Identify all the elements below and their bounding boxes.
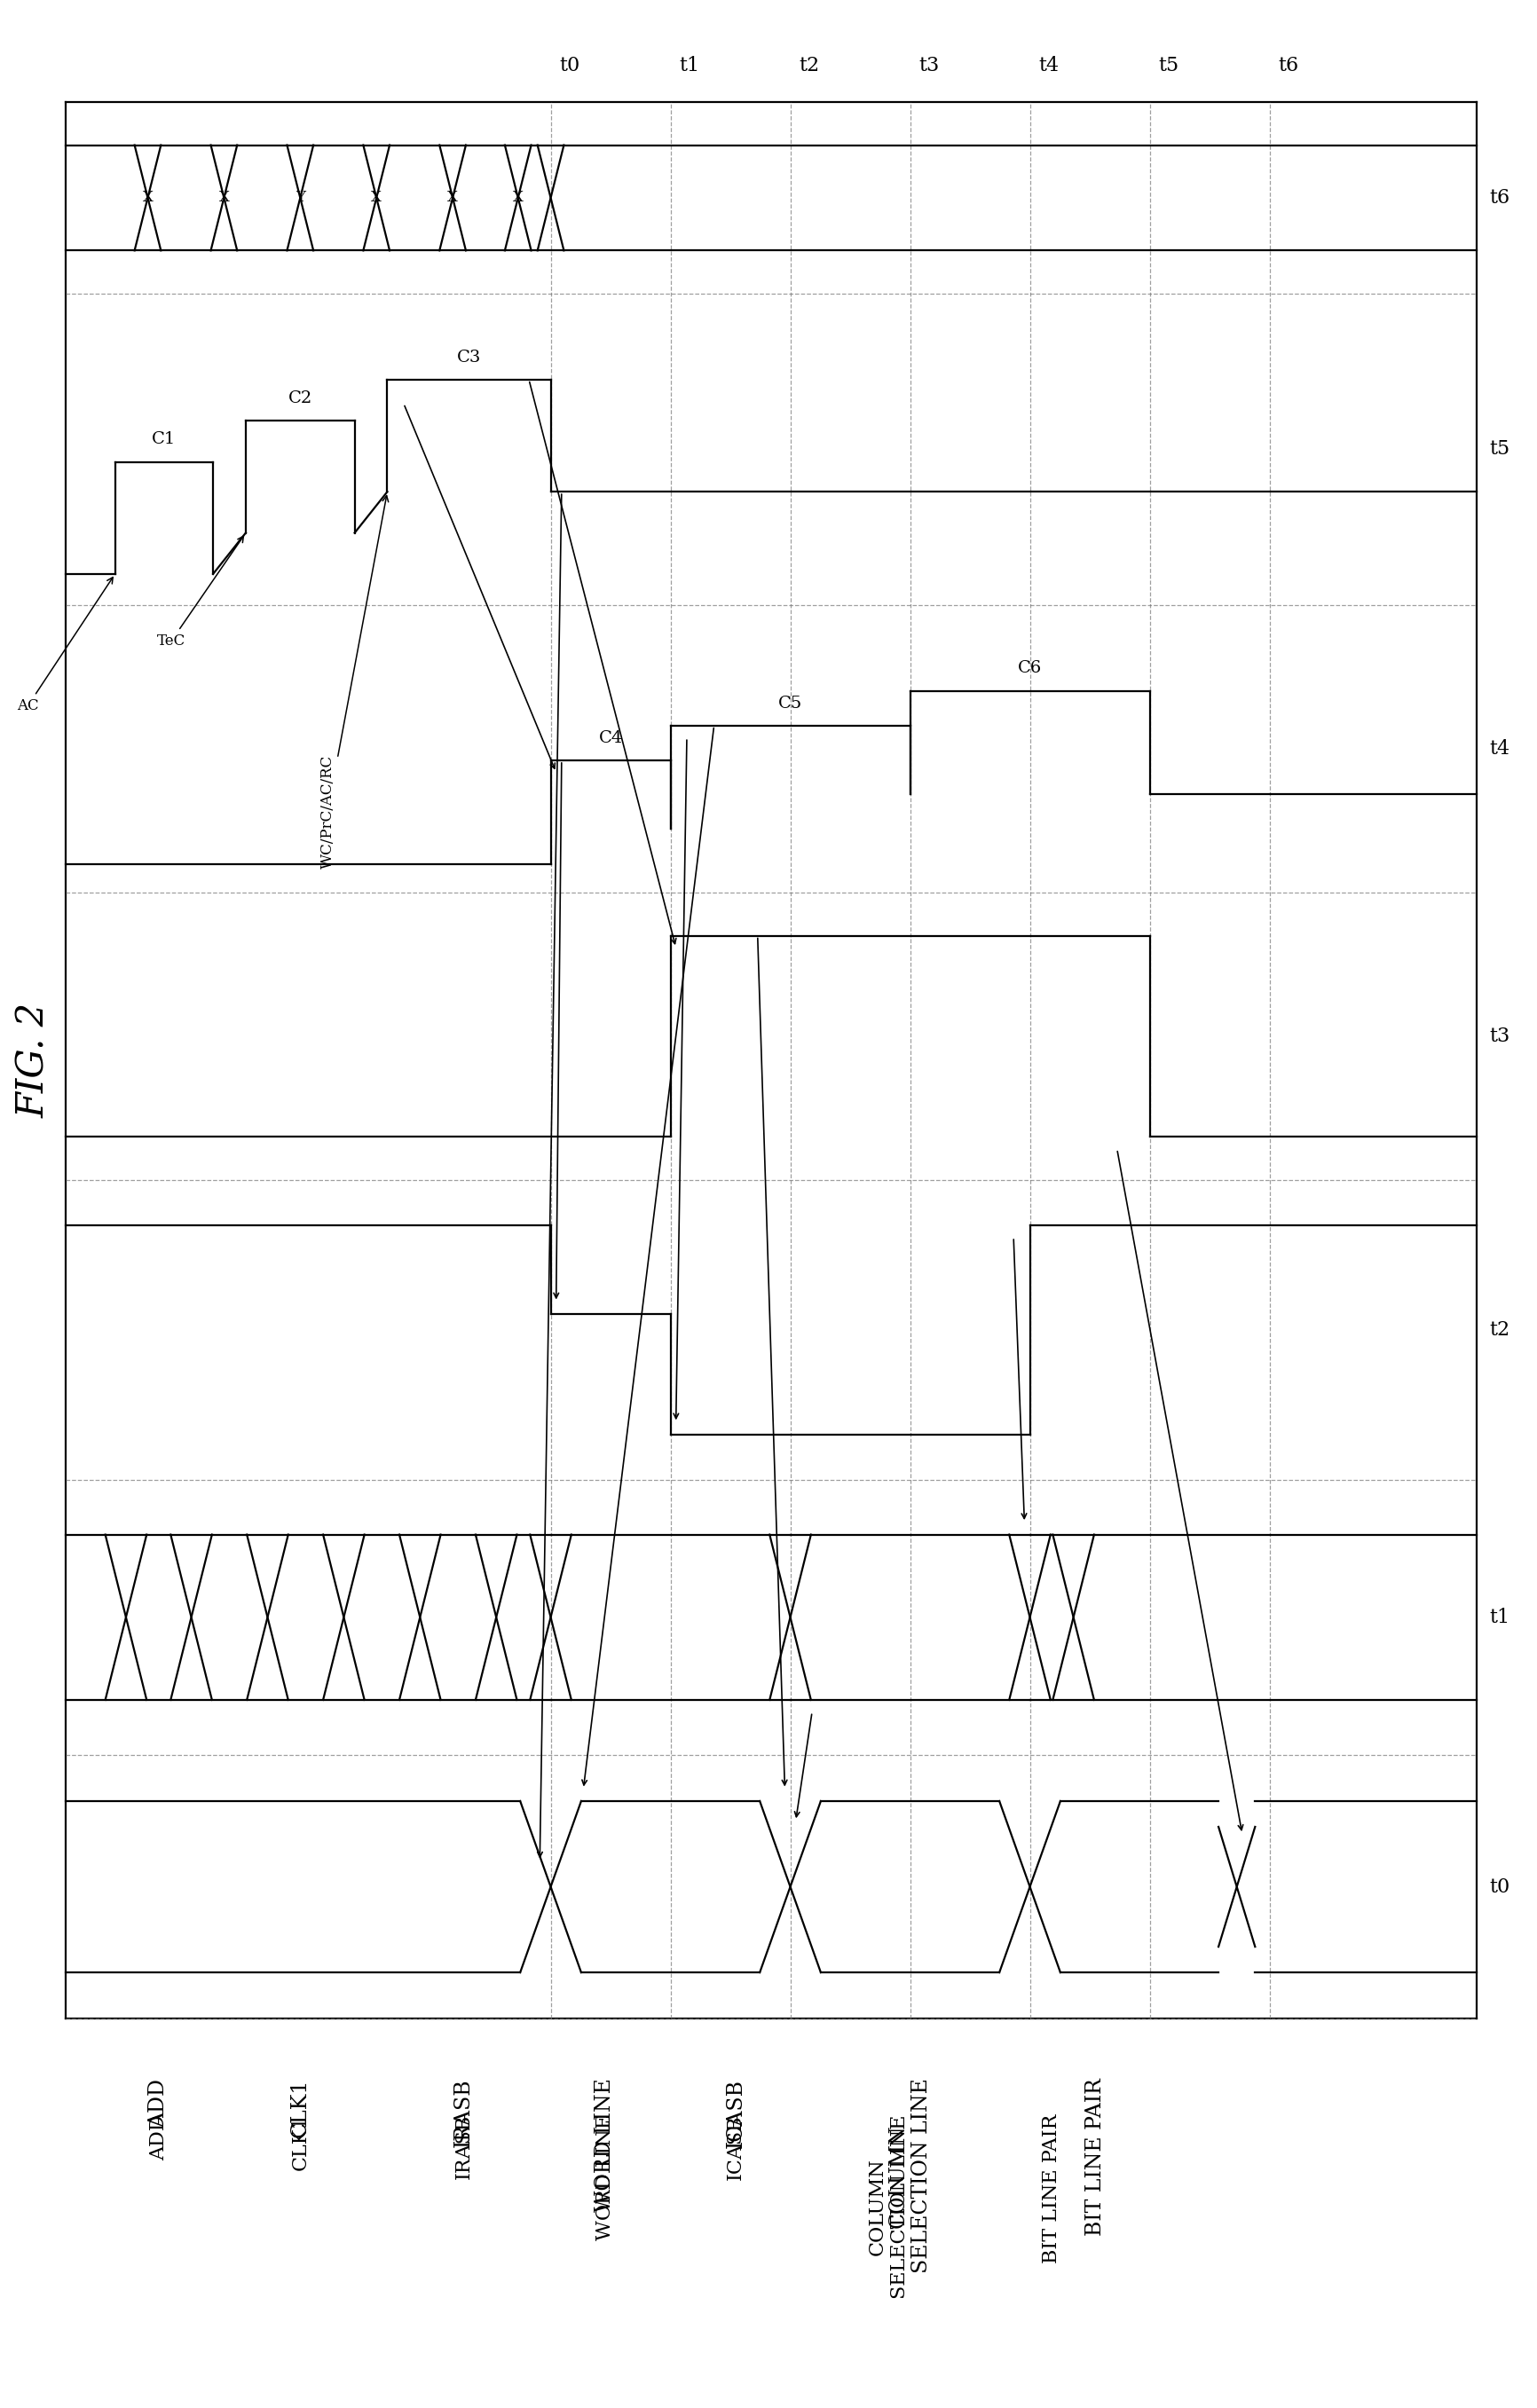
Text: C3: C3 (456, 349, 481, 366)
Text: C1: C1 (152, 431, 177, 448)
Text: t4: t4 (1489, 739, 1509, 759)
Text: TeC: TeC (157, 537, 243, 648)
Text: WORD LINE: WORD LINE (595, 2114, 615, 2239)
Text: IRASB: IRASB (453, 2114, 473, 2179)
Text: t5: t5 (1159, 55, 1179, 75)
Text: C2: C2 (287, 390, 312, 407)
Text: ADD: ADD (149, 2078, 169, 2126)
Text: t1: t1 (679, 55, 699, 75)
Text: C6: C6 (1017, 660, 1042, 677)
Text: t1: t1 (1489, 1609, 1509, 1628)
Text: C4: C4 (598, 730, 622, 746)
Text: t3: t3 (1489, 1026, 1509, 1045)
Text: t5: t5 (1489, 441, 1509, 460)
Text: WC/PrC/AC/RC: WC/PrC/AC/RC (320, 496, 389, 869)
Text: FIG. 2: FIG. 2 (15, 1002, 52, 1117)
Text: CLK1: CLK1 (290, 2078, 310, 2138)
Text: C5: C5 (778, 696, 802, 710)
Text: COLUMN
SELECTION LINE: COLUMN SELECTION LINE (888, 2078, 931, 2273)
Text: X: X (370, 190, 381, 205)
Text: IRASB: IRASB (453, 2078, 473, 2148)
Text: CLK1: CLK1 (290, 2114, 310, 2170)
Text: t0: t0 (1489, 1876, 1509, 1898)
Text: ADD: ADD (149, 2114, 169, 2160)
Text: X: X (447, 190, 458, 205)
Text: AC: AC (17, 578, 112, 713)
Text: t0: t0 (559, 55, 579, 75)
Text: BIT LINE PAIR: BIT LINE PAIR (1042, 2114, 1062, 2264)
Text: t6: t6 (1279, 55, 1299, 75)
Text: t4: t4 (1039, 55, 1059, 75)
Text: t2: t2 (799, 55, 819, 75)
Text: COLUMN
SELECTION LINE: COLUMN SELECTION LINE (867, 2114, 910, 2300)
Text: BIT LINE PAIR: BIT LINE PAIR (1085, 2078, 1105, 2237)
Text: Y: Y (295, 190, 304, 205)
Text: ICASB: ICASB (725, 2078, 745, 2148)
Text: t6: t6 (1489, 188, 1509, 207)
Text: WORD LINE: WORD LINE (595, 2078, 615, 2213)
Text: X: X (143, 190, 154, 205)
Text: X: X (218, 190, 229, 205)
Text: X: X (513, 190, 523, 205)
Text: t2: t2 (1489, 1320, 1509, 1339)
Text: ICASB: ICASB (725, 2114, 745, 2179)
Text: t3: t3 (919, 55, 939, 75)
